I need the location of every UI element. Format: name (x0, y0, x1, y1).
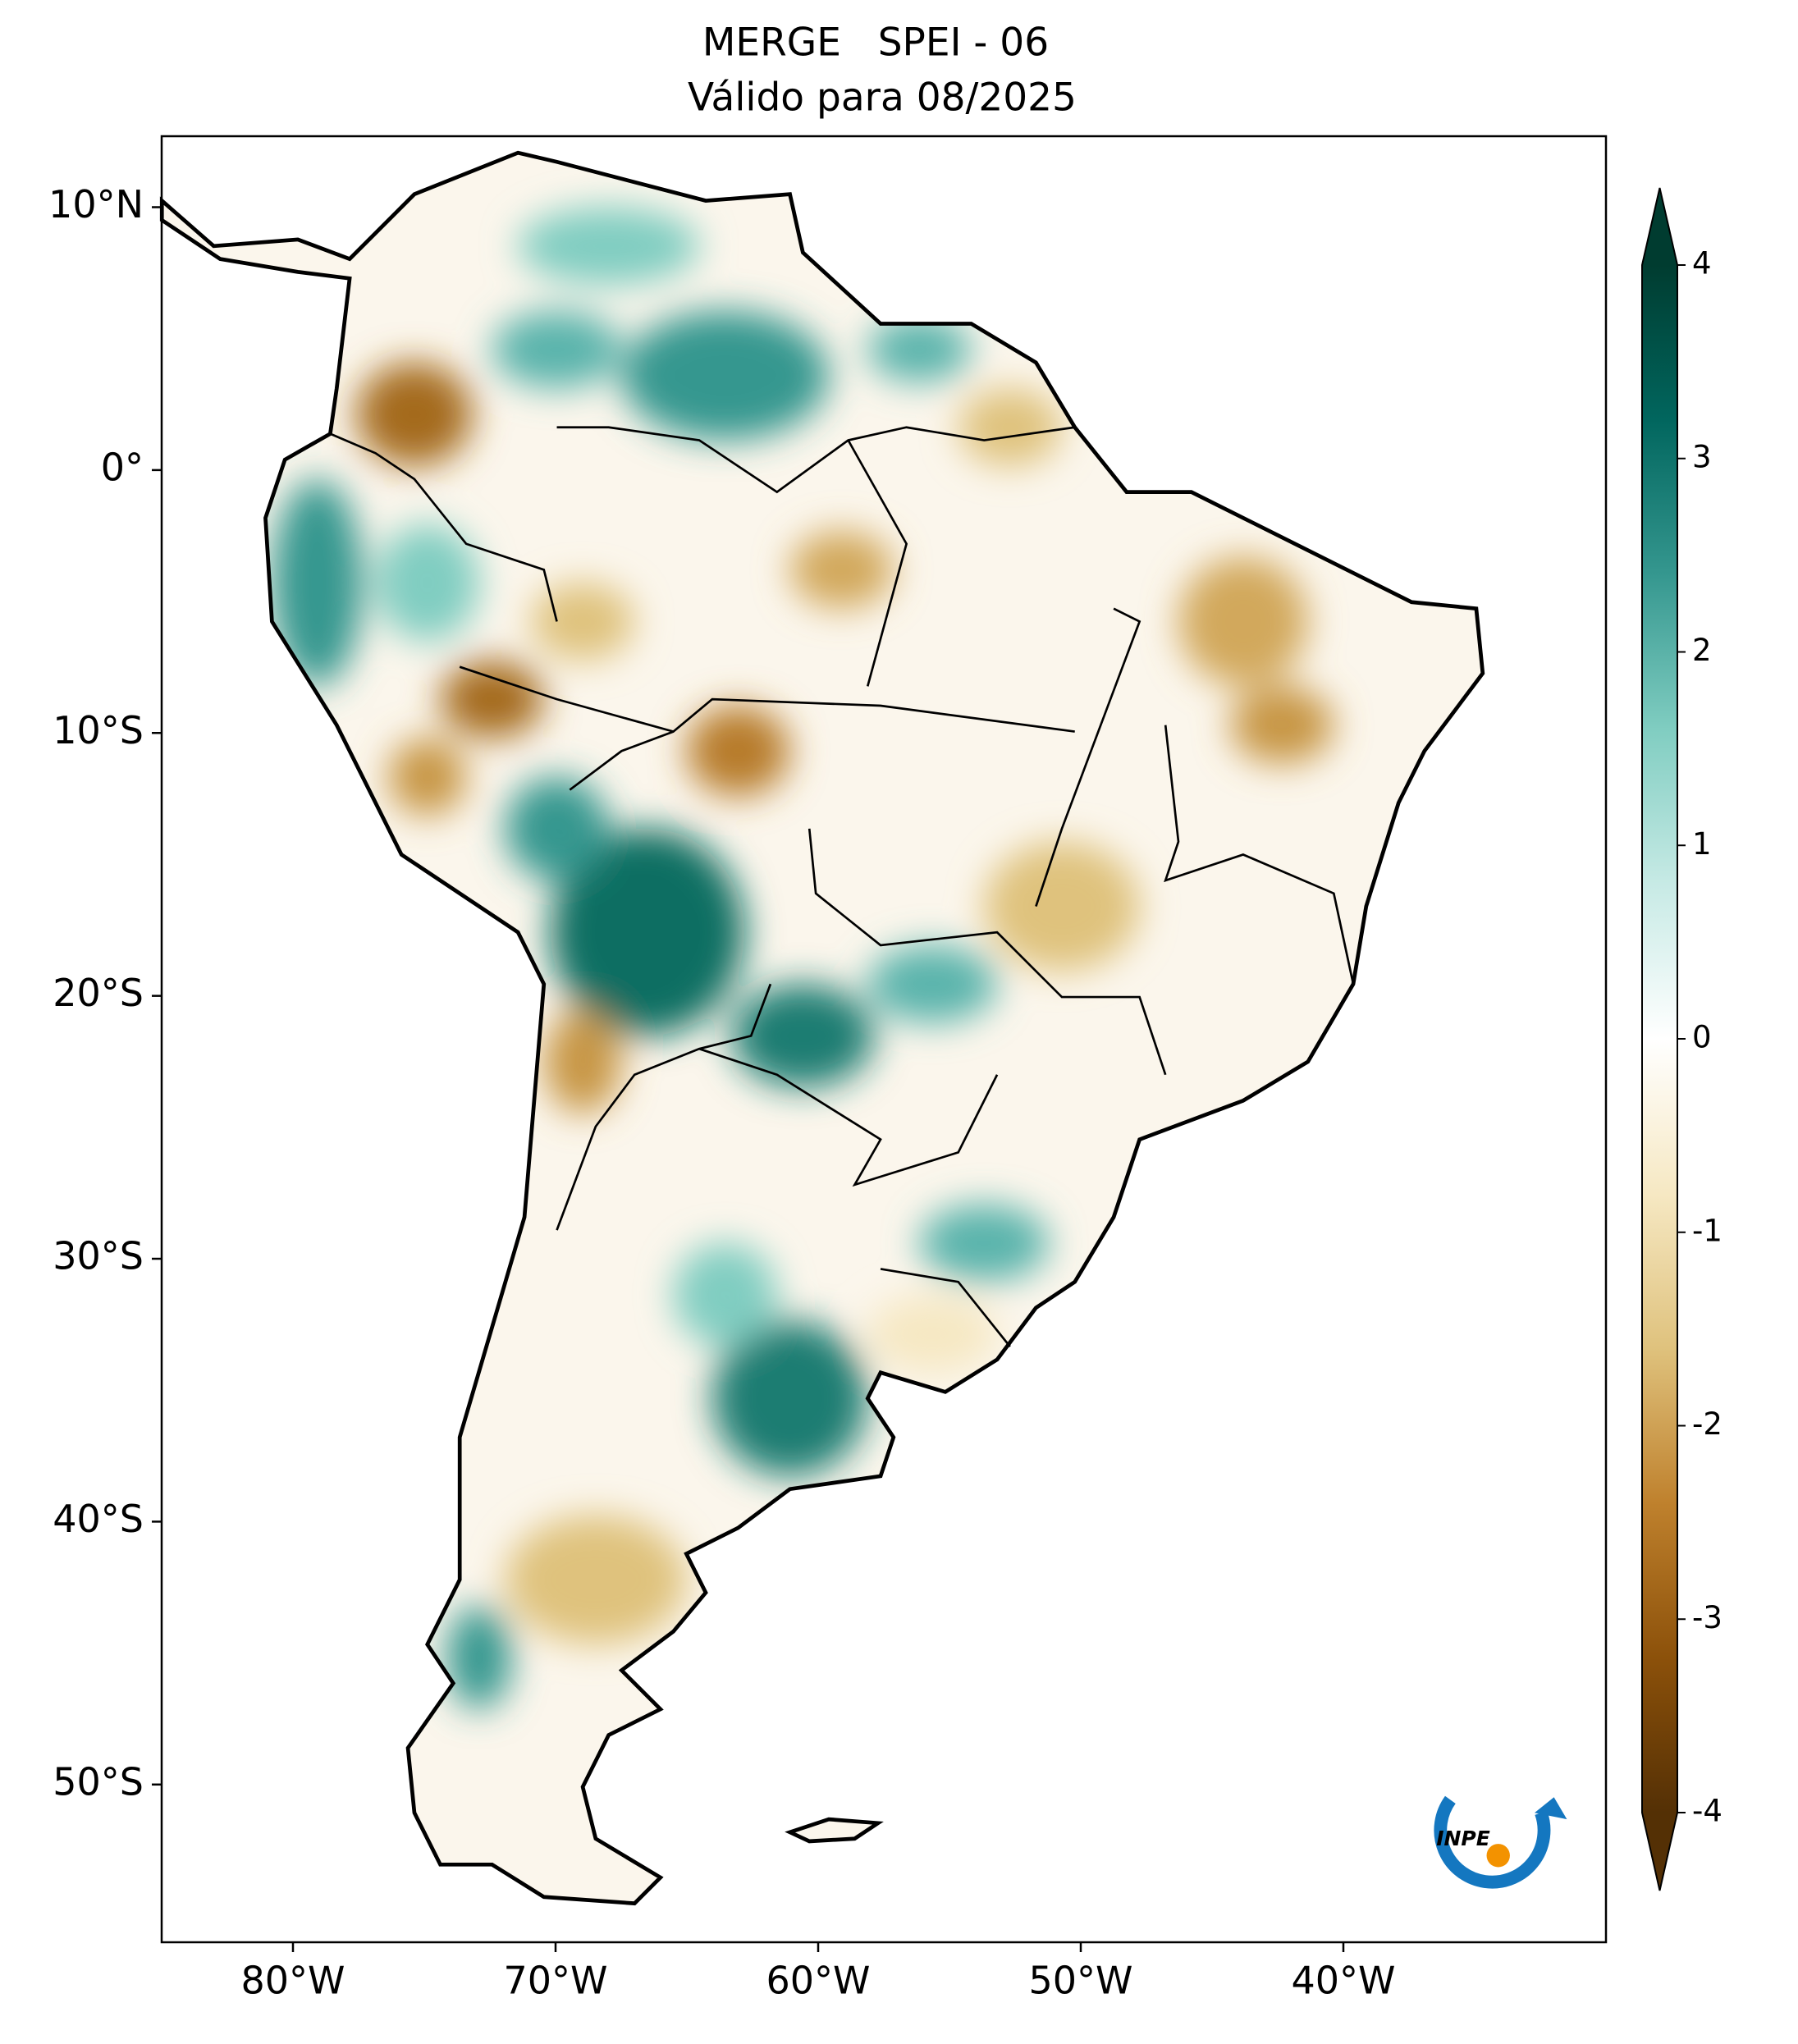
title: MERGE SPEI - 06 (702, 21, 1049, 66)
logo-text: INPE (1436, 1827, 1490, 1850)
colorbar-tick-label: -4 (1692, 1794, 1723, 1829)
colorbar-extend-min (1642, 1813, 1677, 1891)
inpe-logo (1434, 1795, 1567, 1889)
map-frame (160, 135, 1608, 1944)
x-tick-label: 50°W (1028, 1959, 1132, 2003)
colorbar-tick-label: 1 (1692, 826, 1712, 862)
x-tick-label: 60°W (766, 1959, 870, 2003)
colorbar-tick-label: -1 (1692, 1213, 1723, 1248)
colorbar (1642, 265, 1677, 1813)
colorbar-tick-label: 3 (1692, 439, 1712, 474)
spei-field (162, 153, 1483, 1904)
y-tick-label: 10°N (48, 182, 144, 226)
colorbar-tick-label: 0 (1692, 1020, 1712, 1055)
colorbar-extend-max (1642, 188, 1677, 265)
subtitle: Válido para 08/2025 (688, 75, 1077, 121)
y-tick-label: 0° (101, 445, 144, 489)
y-tick-label: 30°S (53, 1234, 144, 1278)
colorbar-tick-label: 4 (1692, 246, 1712, 281)
x-tick-label: 40°W (1291, 1959, 1395, 2003)
y-tick-label: 20°S (53, 971, 144, 1015)
x-tick-label: 70°W (503, 1959, 607, 2003)
colorbar-tick-label: -2 (1692, 1406, 1723, 1442)
y-tick-label: 10°S (53, 708, 144, 752)
colorbar-tick-label: 2 (1692, 633, 1712, 668)
borders (329, 426, 1355, 1347)
y-tick-label: 50°S (53, 1759, 144, 1804)
y-tick-label: 40°S (53, 1497, 144, 1541)
colorbar-tick-label: -3 (1692, 1600, 1723, 1635)
x-tick-label: 80°W (240, 1959, 345, 2003)
